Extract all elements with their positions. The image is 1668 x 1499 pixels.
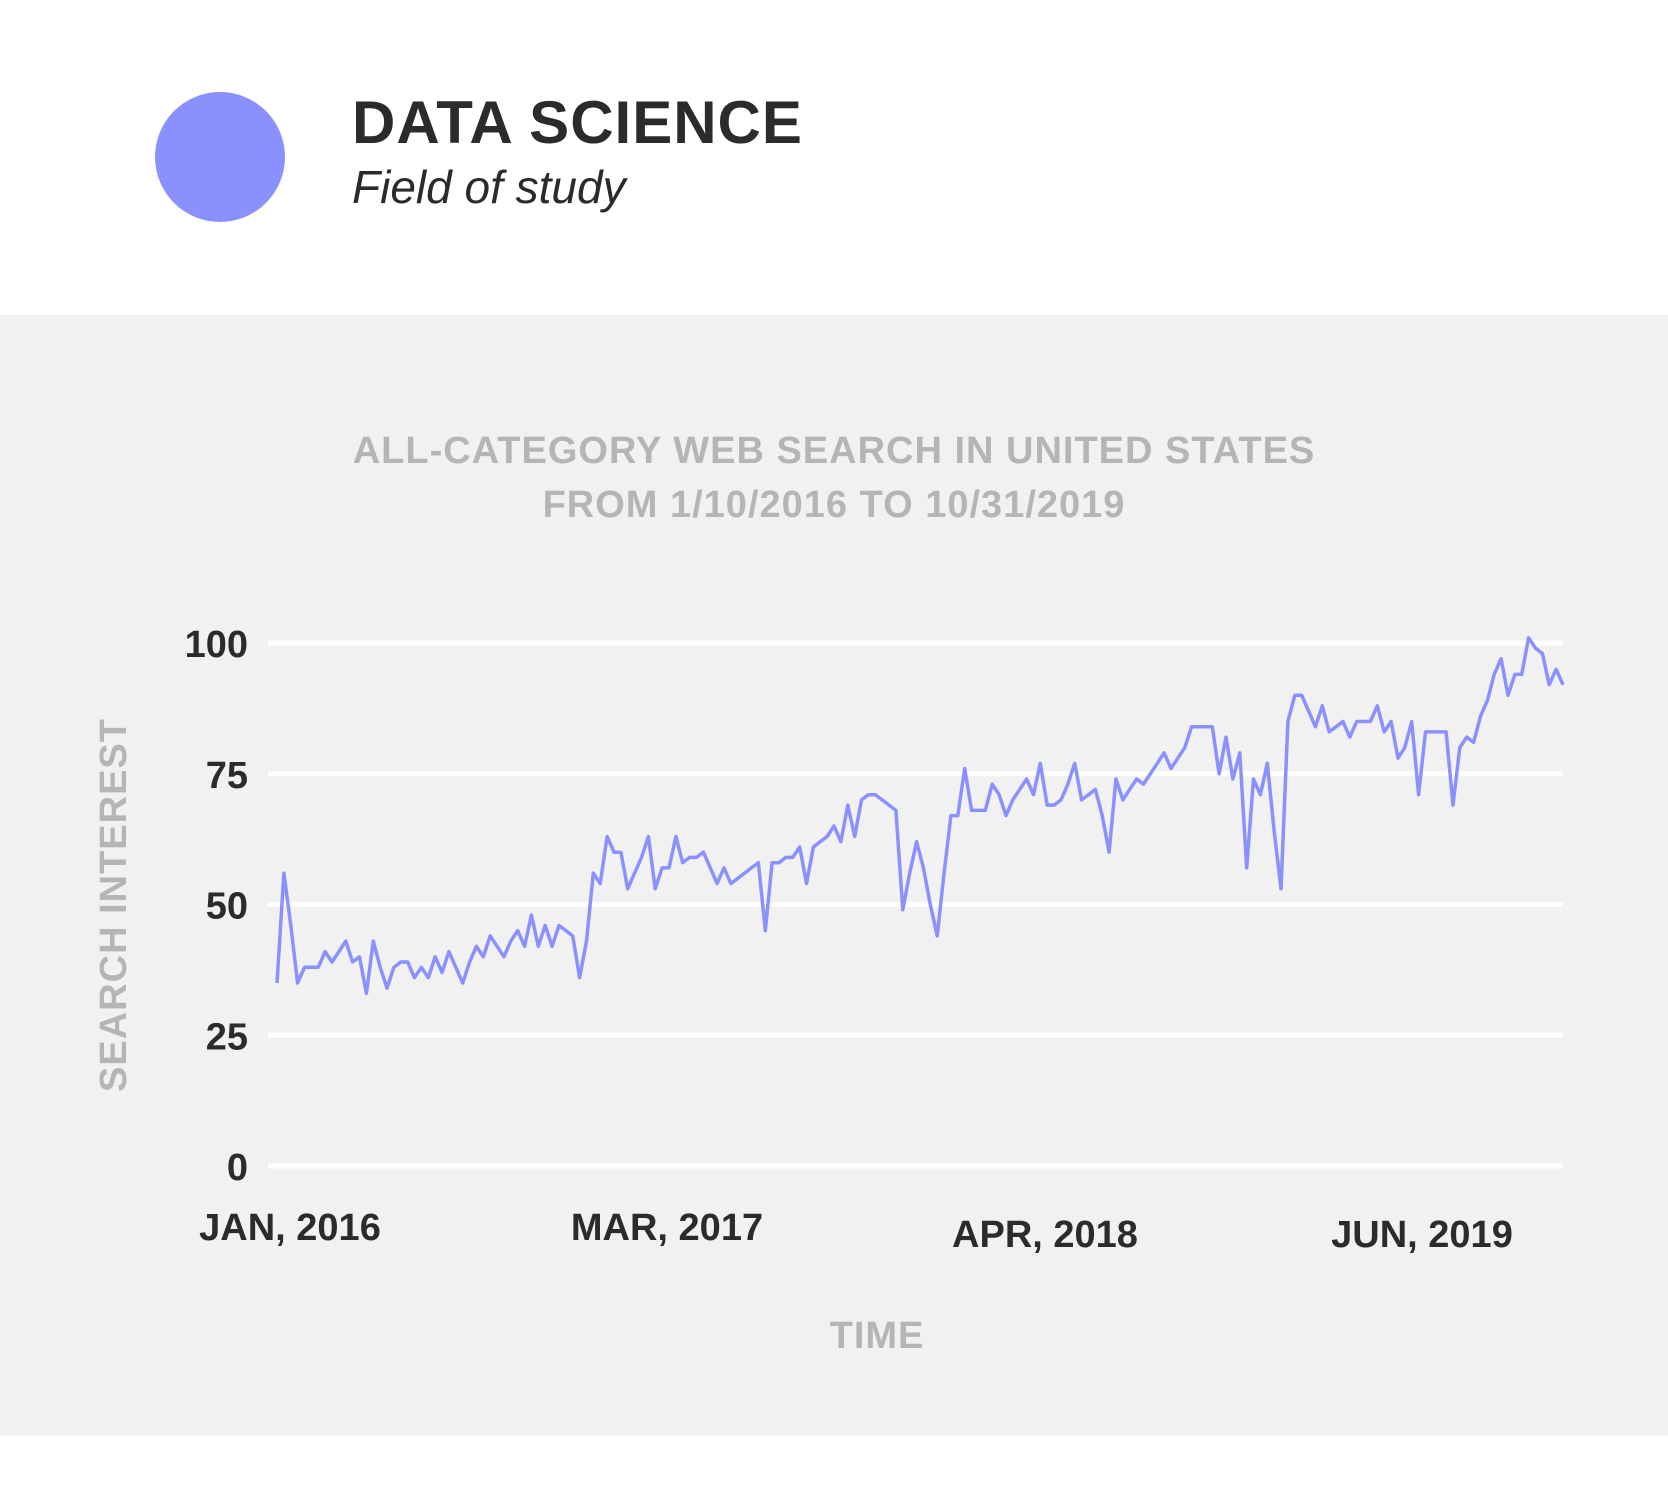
topic-subtitle: Field of study — [352, 161, 626, 213]
x-axis-label: TIME — [830, 1315, 925, 1357]
y-tick-label: 75 — [206, 755, 248, 797]
chart-subtitle: FROM 1/10/2016 TO 10/31/2019 — [542, 484, 1126, 526]
series-group — [275, 636, 1565, 996]
y-tick-label: 25 — [206, 1016, 248, 1058]
x-tick-label: APR, 2018 — [952, 1214, 1138, 1256]
y-axis-label: SEARCH INTEREST — [93, 718, 135, 1092]
topic-color-dot — [155, 92, 285, 222]
y-tick-label: 0 — [227, 1147, 248, 1189]
gridlines — [268, 640, 1563, 1169]
x-tick-labels: JAN, 2016 MAR, 2017 APR, 2018 JUN, 2019 — [199, 1207, 1513, 1256]
x-tick-label: MAR, 2017 — [571, 1207, 763, 1249]
topic-title: DATA SCIENCE — [352, 89, 803, 156]
x-tick-label: JAN, 2016 — [199, 1207, 381, 1249]
chart-panel — [0, 315, 1668, 1436]
header: DATA SCIENCE Field of study — [0, 0, 1668, 315]
y-tick-labels: 0 25 50 75 100 — [185, 624, 248, 1189]
chart-title: ALL-CATEGORY WEB SEARCH IN UNITED STATES — [352, 430, 1316, 472]
y-tick-label: 100 — [185, 624, 248, 666]
x-tick-label: JUN, 2019 — [1331, 1214, 1513, 1256]
series-line-0 — [275, 636, 1565, 996]
y-tick-label: 50 — [206, 886, 248, 928]
